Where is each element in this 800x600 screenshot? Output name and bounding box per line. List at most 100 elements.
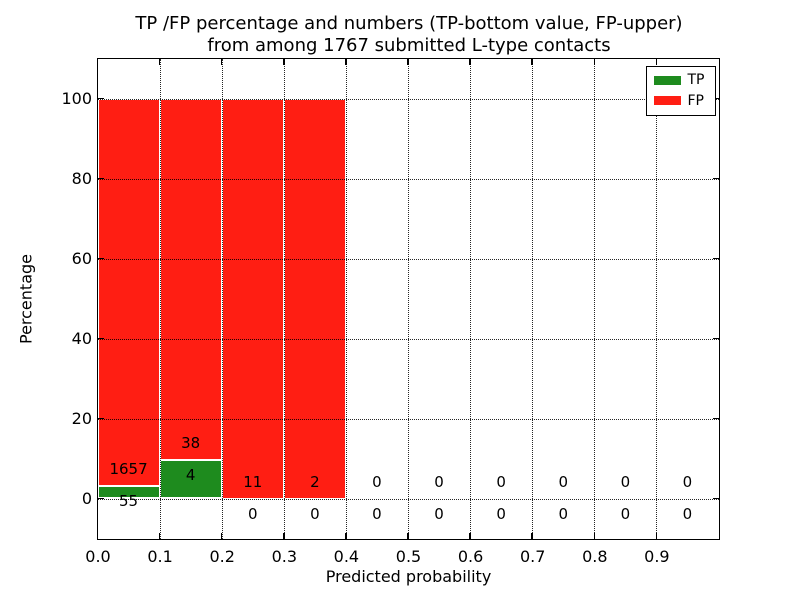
x-tick-mark-bottom: [531, 532, 533, 539]
x-tick-mark-top: [345, 58, 347, 65]
bar-fp: [159, 98, 222, 461]
y-tick-mark-left: [97, 177, 104, 180]
ticks-layer: [96, 58, 719, 539]
bar-tp: [97, 485, 160, 499]
x-tick-mark-top: [220, 58, 223, 65]
gridline-horizontal: [97, 178, 719, 180]
x-tick-mark-bottom: [593, 532, 596, 539]
annotation-fp-count: 11: [243, 472, 263, 491]
chart-title-line2: from among 1767 submitted L-type contact…: [207, 35, 611, 56]
y-tick-mark-left: [97, 417, 104, 420]
x-tick-mark-bottom: [220, 532, 223, 539]
gridline-vertical: [345, 58, 347, 539]
annotation-fp-count: 0: [620, 472, 631, 491]
y-tick-mark-left: [97, 497, 104, 500]
annotation-tp-count: 0: [434, 504, 444, 523]
x-tick-mark-top: [407, 58, 409, 65]
annotation-tp-count: 0: [682, 504, 693, 523]
annotation-fp-count: 0: [496, 472, 506, 491]
plot-area: 1657 55 38 4 11 0 2 0 0 0 0 0 0 0 0 0 0 0 0 0 TP FP: [96, 57, 720, 540]
x-tick-mark-bottom: [158, 532, 161, 539]
x-tick-mark-top: [593, 58, 596, 65]
annotation-tp-count: 0: [620, 504, 631, 523]
annotation-tp-count: 0: [558, 504, 569, 523]
annotation-tp-count: 0: [247, 504, 258, 523]
legend-swatch-fp: [653, 96, 681, 106]
y-tick-mark-left: [97, 337, 104, 340]
bar-fp: [283, 98, 346, 499]
gridline-horizontal: [97, 338, 719, 340]
chart-title: TP /FP percentage and numbers (TP-bottom…: [97, 13, 721, 57]
annotation-fp-count: 0: [558, 472, 569, 491]
y-tick-label: 40: [71, 329, 92, 348]
annotation-tp-count: 0: [372, 504, 382, 523]
bar-tp: [159, 460, 222, 499]
x-tick-mark-bottom: [345, 532, 347, 539]
annotation-fp-count: 38: [181, 434, 201, 453]
annotation-tp-count: 0: [496, 504, 506, 523]
annotation-fp-count: 2: [310, 472, 320, 491]
annotation-tp-count: 0: [310, 504, 320, 523]
x-tick-mark-bottom: [407, 532, 409, 539]
annotation-fp-count: 1657: [109, 459, 148, 478]
y-tick-label: 0: [81, 489, 92, 508]
gridline-vertical: [159, 58, 161, 539]
x-tick-mark-bottom: [96, 532, 99, 539]
x-tick-label: 0.7: [519, 547, 546, 566]
x-tick-label: 0.0: [85, 547, 111, 566]
chart-title-line1: TP /FP percentage and numbers (TP-bottom…: [135, 13, 683, 34]
gridline-vertical: [470, 58, 472, 539]
y-tick-label: 60: [71, 249, 92, 268]
y-tick-label: 80: [71, 169, 92, 188]
x-tick-mark-bottom: [655, 532, 658, 539]
annotation-fp-count: 0: [372, 472, 382, 491]
bar-fp: [97, 98, 160, 486]
y-tick-label: 100: [61, 89, 92, 108]
annotation-tp-count: 55: [119, 491, 139, 510]
gridline-horizontal: [97, 98, 719, 100]
y-tick-mark-right: [712, 417, 719, 420]
bars-layer: [97, 59, 719, 539]
grid-layer: [97, 58, 719, 539]
legend-swatch-tp: [653, 75, 681, 85]
x-tick-label: 0.3: [271, 547, 298, 566]
gridline-vertical: [594, 58, 596, 539]
annotation-fp-count: 0: [682, 472, 693, 491]
y-tick-mark-right: [712, 177, 719, 180]
x-tick-mark-top: [469, 58, 471, 65]
gridline-horizontal: [97, 418, 719, 420]
legend-label: TP: [687, 72, 705, 89]
gridline-vertical: [532, 58, 534, 539]
x-tick-mark-top: [158, 58, 161, 65]
gridline-horizontal: [97, 498, 719, 500]
x-tick-label: 0.1: [147, 547, 173, 566]
x-tick-label: 0.8: [582, 547, 608, 566]
gridline-vertical: [283, 58, 285, 539]
legend-item-fp: FP: [647, 93, 715, 109]
x-tick-label: 0.9: [644, 547, 670, 566]
y-tick-mark-right: [712, 497, 719, 500]
x-tick-mark-top: [96, 58, 99, 65]
y-tick-mark-right: [712, 337, 719, 340]
x-tick-label: 0.4: [333, 547, 360, 566]
y-tick-mark-left: [97, 257, 104, 260]
y-tick-mark-right: [712, 97, 719, 100]
x-tick-mark-top: [531, 58, 533, 65]
x-tick-mark-bottom: [469, 532, 471, 539]
x-tick-mark-top: [655, 58, 658, 65]
y-tick-mark-left: [97, 97, 104, 100]
annotations-layer: 1657 55 38 4 11 0 2 0 0 0 0 0 0 0 0 0 0 0 0 0: [98, 59, 719, 539]
legend: TP FP: [645, 65, 716, 116]
y-tick-label: 20: [71, 409, 92, 428]
y-tick-mark-right: [712, 257, 719, 260]
x-tick-label: 0.6: [457, 547, 484, 566]
legend-label: FP: [687, 92, 705, 109]
x-tick-mark-top: [283, 58, 285, 65]
gridline-vertical: [408, 58, 409, 539]
gridline-horizontal: [97, 258, 719, 260]
x-axis-title: Predicted probability: [325, 567, 492, 586]
gridline-vertical: [656, 58, 658, 539]
annotation-fp-count: 0: [434, 472, 444, 491]
annotation-tp-count: 4: [185, 466, 196, 485]
